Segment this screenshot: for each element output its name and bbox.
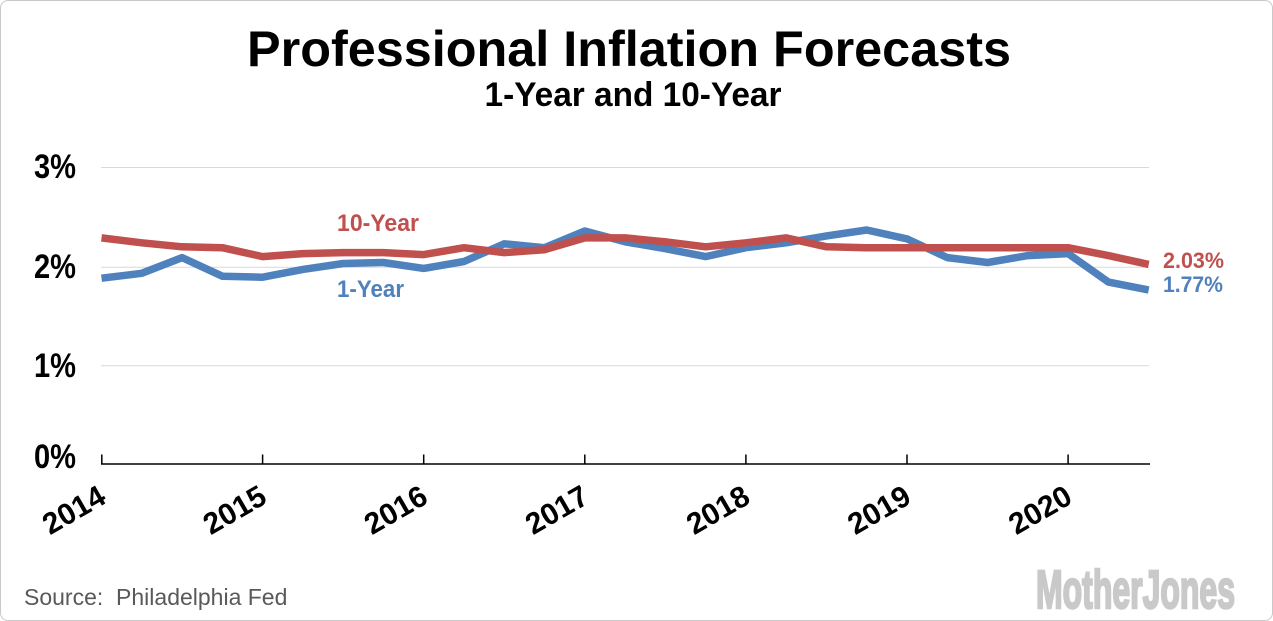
svg-text:2017: 2017 — [520, 479, 594, 541]
svg-text:1.77%: 1.77% — [1163, 272, 1223, 297]
svg-text:2018: 2018 — [681, 479, 755, 541]
svg-text:MotherJones: MotherJones — [1036, 560, 1235, 620]
svg-text:10-Year: 10-Year — [337, 210, 419, 237]
svg-text:3%: 3% — [34, 148, 76, 186]
svg-text:2%: 2% — [34, 248, 76, 286]
svg-text:0%: 0% — [34, 438, 76, 476]
svg-text:2015: 2015 — [198, 479, 272, 541]
svg-text:2016: 2016 — [359, 479, 433, 541]
svg-text:2.03%: 2.03% — [1163, 248, 1224, 273]
svg-text:2014: 2014 — [37, 479, 112, 541]
svg-text:Professional Inflation Forecas: Professional Inflation Forecasts — [247, 21, 1011, 77]
svg-text:Source: Philadelphia Fed: Source: Philadelphia Fed — [24, 584, 287, 610]
svg-text:1-Year: 1-Year — [337, 276, 404, 303]
svg-text:1-Year and 10-Year: 1-Year and 10-Year — [485, 76, 782, 114]
svg-text:2020: 2020 — [1003, 479, 1077, 541]
svg-text:2019: 2019 — [842, 479, 916, 541]
svg-text:1%: 1% — [34, 347, 76, 385]
